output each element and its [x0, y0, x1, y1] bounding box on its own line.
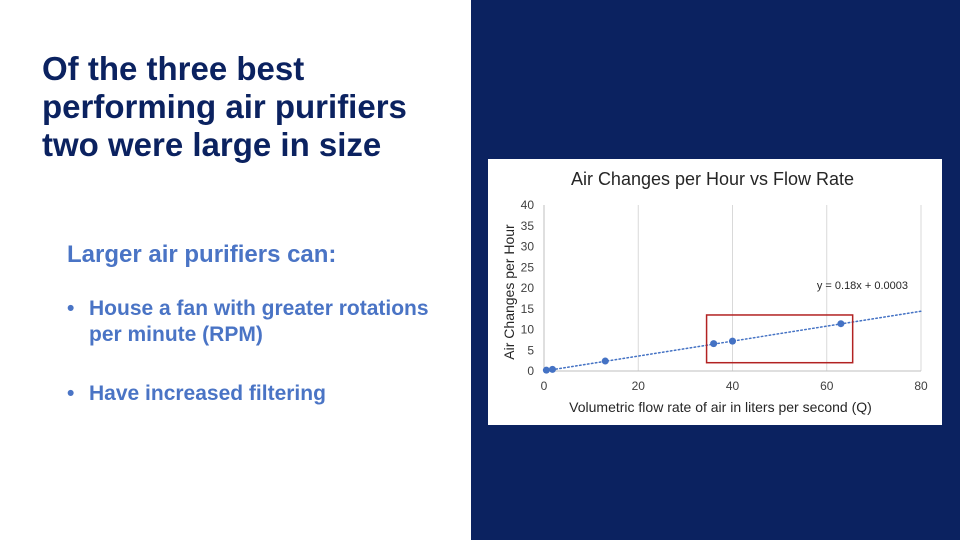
subheading: Larger air purifiers can:: [67, 241, 337, 268]
y-tick-label: 25: [521, 260, 535, 274]
chart-container: 0 5 10 15 20 25 30 35 40 0 20 40 60 80 Air Changes per…: [488, 159, 942, 425]
trendline-equation: y = 0.18x + 0.0003: [817, 280, 908, 292]
y-tick-label: 0: [527, 364, 534, 378]
y-tick-label: 35: [521, 219, 535, 233]
highlight-box: [705, 314, 854, 364]
x-tick-label: 80: [914, 379, 928, 393]
y-tick-label: 15: [521, 302, 535, 316]
bullet-item: • Have increased filtering: [67, 381, 447, 407]
data-point: [542, 366, 550, 374]
bullet-list: • House a fan with greater rotations per…: [67, 296, 447, 440]
scatter-chart: 0 5 10 15 20 25 30 35 40 0 20 40 60 80 Air Changes per…: [501, 169, 928, 415]
bullet-dot-icon: •: [67, 297, 75, 320]
chart-title: Air Changes per Hour vs Flow Rate: [571, 169, 854, 189]
data-point: [837, 320, 845, 328]
slide-title: Of the three best performing air purifie…: [42, 50, 462, 164]
bullet-text: House a fan with greater rotations per m…: [89, 297, 429, 346]
data-point: [601, 357, 609, 365]
y-tick-label: 10: [521, 323, 535, 337]
data-point: [729, 337, 736, 345]
bullet-item: • House a fan with greater rotations per…: [67, 296, 447, 348]
x-tick-label: 60: [820, 379, 834, 393]
x-tick-label: 0: [541, 379, 548, 393]
y-tick-label: 40: [521, 198, 535, 212]
y-tick-label: 20: [521, 281, 535, 295]
y-axis-label: Air Changes per Hour: [501, 224, 517, 360]
x-tick-label: 40: [726, 379, 740, 393]
left-panel: Of the three best performing air purifie…: [0, 0, 471, 540]
y-tick-label: 30: [521, 240, 535, 254]
x-tick-label: 20: [632, 379, 646, 393]
slide-title-line: Of the three best: [42, 50, 305, 87]
bullet-text: Have increased filtering: [89, 382, 326, 405]
x-axis-label: Volumetric flow rate of air in liters pe…: [569, 399, 872, 415]
slide-title-line: performing air purifiers: [42, 88, 407, 125]
data-point: [548, 365, 556, 373]
y-tick-label: 5: [527, 343, 534, 357]
data-point: [710, 340, 718, 348]
slide-title-line: two were large in size: [42, 126, 382, 163]
bullet-dot-icon: •: [67, 382, 75, 405]
